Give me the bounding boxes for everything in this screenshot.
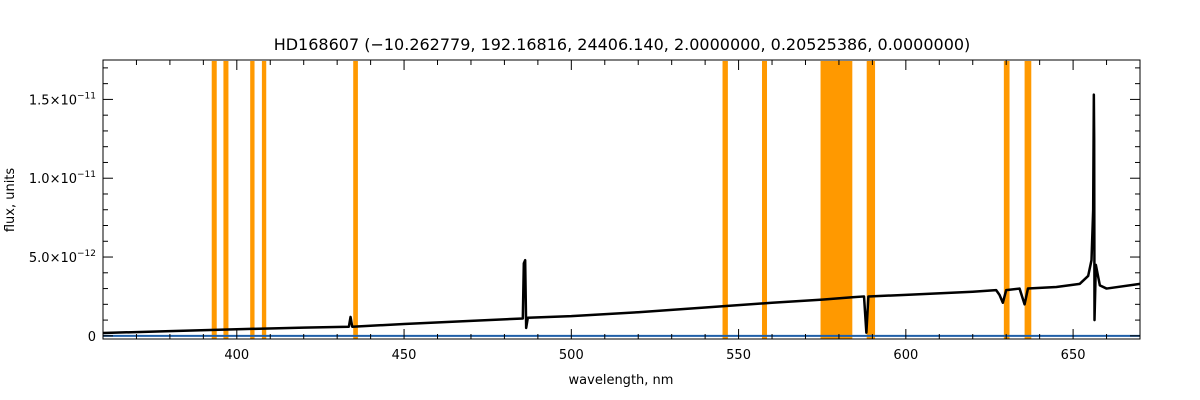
masked-band-0 [211, 61, 217, 339]
masked-band-10 [1024, 61, 1032, 339]
y-axis-ticks: 0 5.0×10−12 1.0×10−11 1.5×10−11 [29, 67, 1140, 345]
x-tick-label: 550 [726, 348, 751, 363]
y-tick-label: 5.0×10−12 [29, 249, 96, 266]
x-tick-label: 650 [1061, 348, 1086, 363]
series-group [102, 93, 1141, 337]
masked-band-2 [250, 61, 255, 339]
masked-band-8 [866, 61, 876, 339]
x-axis-label: wavelength, nm [569, 373, 674, 388]
y-tick-label: 0 [88, 330, 96, 345]
masked-band-9 [1003, 61, 1010, 339]
masked-band-4 [353, 61, 358, 339]
series-line-0 [102, 93, 1141, 335]
y-tick-label: 1.0×10−11 [29, 170, 96, 187]
x-tick-label: 400 [224, 348, 249, 363]
x-tick-label: 450 [392, 348, 417, 363]
y-tick-label: 1.5×10−11 [29, 91, 96, 108]
masked-band-7 [820, 61, 853, 339]
x-tick-label: 600 [893, 348, 918, 363]
masked-band-6 [761, 61, 768, 339]
masked-bands [211, 61, 1032, 339]
chart-title: HD168607 (−10.262779, 192.16816, 24406.1… [274, 35, 971, 54]
masked-band-3 [261, 61, 267, 339]
plot-frame [102, 59, 1141, 340]
x-tick-label: 500 [559, 348, 584, 363]
masked-band-1 [223, 61, 229, 339]
x-axis-ticks: 400 450 500 550 600 650 [102, 60, 1141, 363]
masked-band-5 [722, 61, 728, 339]
y-axis-label: flux, units [3, 168, 18, 233]
